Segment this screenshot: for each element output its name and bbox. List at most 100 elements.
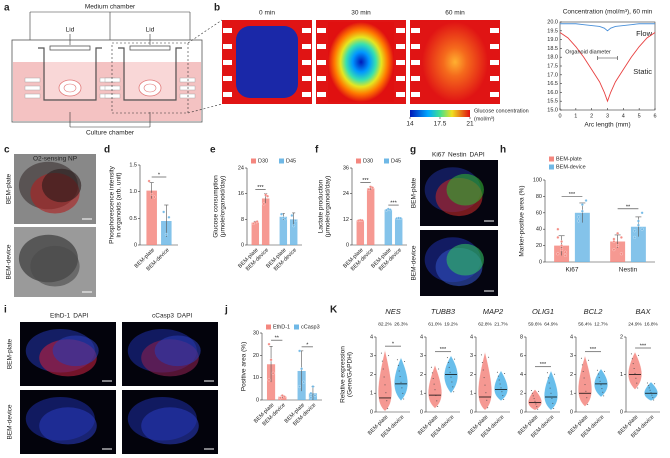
cell-dot <box>550 392 552 394</box>
cell-dot <box>385 392 387 394</box>
cell-dot <box>537 408 539 410</box>
cell-dot <box>538 390 540 392</box>
data-point <box>298 349 302 353</box>
cell-dot <box>601 388 603 390</box>
percent-label: 56.4% <box>578 321 592 327</box>
cell-dot <box>501 391 503 393</box>
data-point <box>292 224 296 228</box>
y-tick-label: 0 <box>620 409 623 415</box>
y-tick-label: 2 <box>370 372 373 378</box>
insert <box>118 47 182 101</box>
stain <box>446 243 484 276</box>
cell-dot <box>604 370 606 372</box>
cell-dot <box>632 363 634 365</box>
cell-dot <box>499 383 501 385</box>
y-tick-label: 17.5 <box>547 63 558 69</box>
cell-dot <box>433 383 435 385</box>
data-point <box>619 252 623 256</box>
data-point <box>580 209 584 213</box>
cell-dot <box>496 371 498 373</box>
y-tick-label: 0 <box>134 242 137 248</box>
data-point <box>360 218 364 222</box>
data-point <box>255 220 259 224</box>
legend-label: D45 <box>391 158 401 164</box>
bar <box>384 209 393 245</box>
cell-dot <box>533 398 535 400</box>
cell-dot <box>449 371 451 373</box>
cell-dot <box>634 372 636 374</box>
cell-dot <box>602 391 604 393</box>
data-point <box>633 235 637 239</box>
channel <box>490 76 499 81</box>
colorbar-tick-label: 14 <box>406 121 414 128</box>
cell-dot <box>649 389 651 391</box>
row-label: BEM-plate <box>6 173 13 204</box>
cell-dot <box>631 358 633 360</box>
bar <box>146 190 157 245</box>
cell-dot <box>401 387 403 389</box>
cell-dot <box>654 383 656 385</box>
y-tick-label: 8 <box>241 217 244 223</box>
legend-swatch <box>549 156 554 162</box>
legend-swatch <box>549 164 554 170</box>
significance: *** <box>362 178 369 184</box>
cell-dot <box>450 376 452 378</box>
legend-swatch <box>356 158 361 164</box>
significance: ** <box>626 204 631 210</box>
legend-swatch <box>384 158 389 164</box>
cell-dot <box>553 408 555 410</box>
legend-swatch <box>266 324 271 330</box>
cell-dot <box>382 368 384 370</box>
data-point <box>636 219 640 223</box>
cell-dot <box>630 353 632 355</box>
percent-label: 82.2% <box>378 321 392 327</box>
legend-swatch <box>251 158 256 164</box>
cell-dot <box>438 368 440 370</box>
schematic-label: Lid <box>146 27 155 34</box>
cell-dot <box>551 397 553 399</box>
data-point <box>271 371 275 375</box>
panel-letter: h <box>500 145 506 156</box>
stain <box>154 335 201 367</box>
data-point <box>298 385 302 389</box>
data-point <box>300 367 304 371</box>
data-point <box>580 203 584 207</box>
data-point <box>282 395 286 399</box>
data-point <box>267 342 271 346</box>
significance: *** <box>590 347 597 353</box>
legend-label: cCasp3 <box>301 324 320 330</box>
data-point <box>560 240 564 243</box>
y-tick-label: 3 <box>420 353 423 359</box>
significance: *** <box>440 347 447 353</box>
panel-letter: b <box>214 3 220 14</box>
data-point <box>640 211 644 215</box>
cell-dot <box>546 372 548 374</box>
stain <box>52 335 99 367</box>
violin <box>578 355 592 407</box>
cell-dot <box>485 392 487 394</box>
cell-dot <box>482 369 484 371</box>
percent-label: 19.2% <box>444 321 458 327</box>
stain <box>39 407 97 445</box>
data-point <box>367 187 371 191</box>
y-tick-label: 1.0 <box>129 189 137 195</box>
legend-label: Flow <box>636 29 652 38</box>
violin <box>428 364 442 409</box>
organoid <box>58 79 82 97</box>
stain-label: DAPI <box>73 313 88 320</box>
y-axis-label: (μmole/organoid/day) <box>220 176 227 238</box>
row-label: BEM-device <box>6 244 13 279</box>
channel <box>490 92 499 97</box>
y-tick-label: 2 <box>520 391 523 397</box>
data-point <box>280 212 283 216</box>
cell-dot <box>451 381 453 383</box>
cell-dot <box>396 359 398 361</box>
x-tick-label: 5 <box>638 113 641 119</box>
bar <box>261 198 270 245</box>
y-tick-label: 1.5 <box>129 162 137 168</box>
y-tick-label: 15.5 <box>547 99 558 105</box>
stain-label: DAPI <box>469 152 484 159</box>
x-tick-label: Ki67 <box>565 267 578 274</box>
cell-dot <box>487 407 489 409</box>
y-axis-label: (μmole/organoid/day) <box>325 176 332 238</box>
